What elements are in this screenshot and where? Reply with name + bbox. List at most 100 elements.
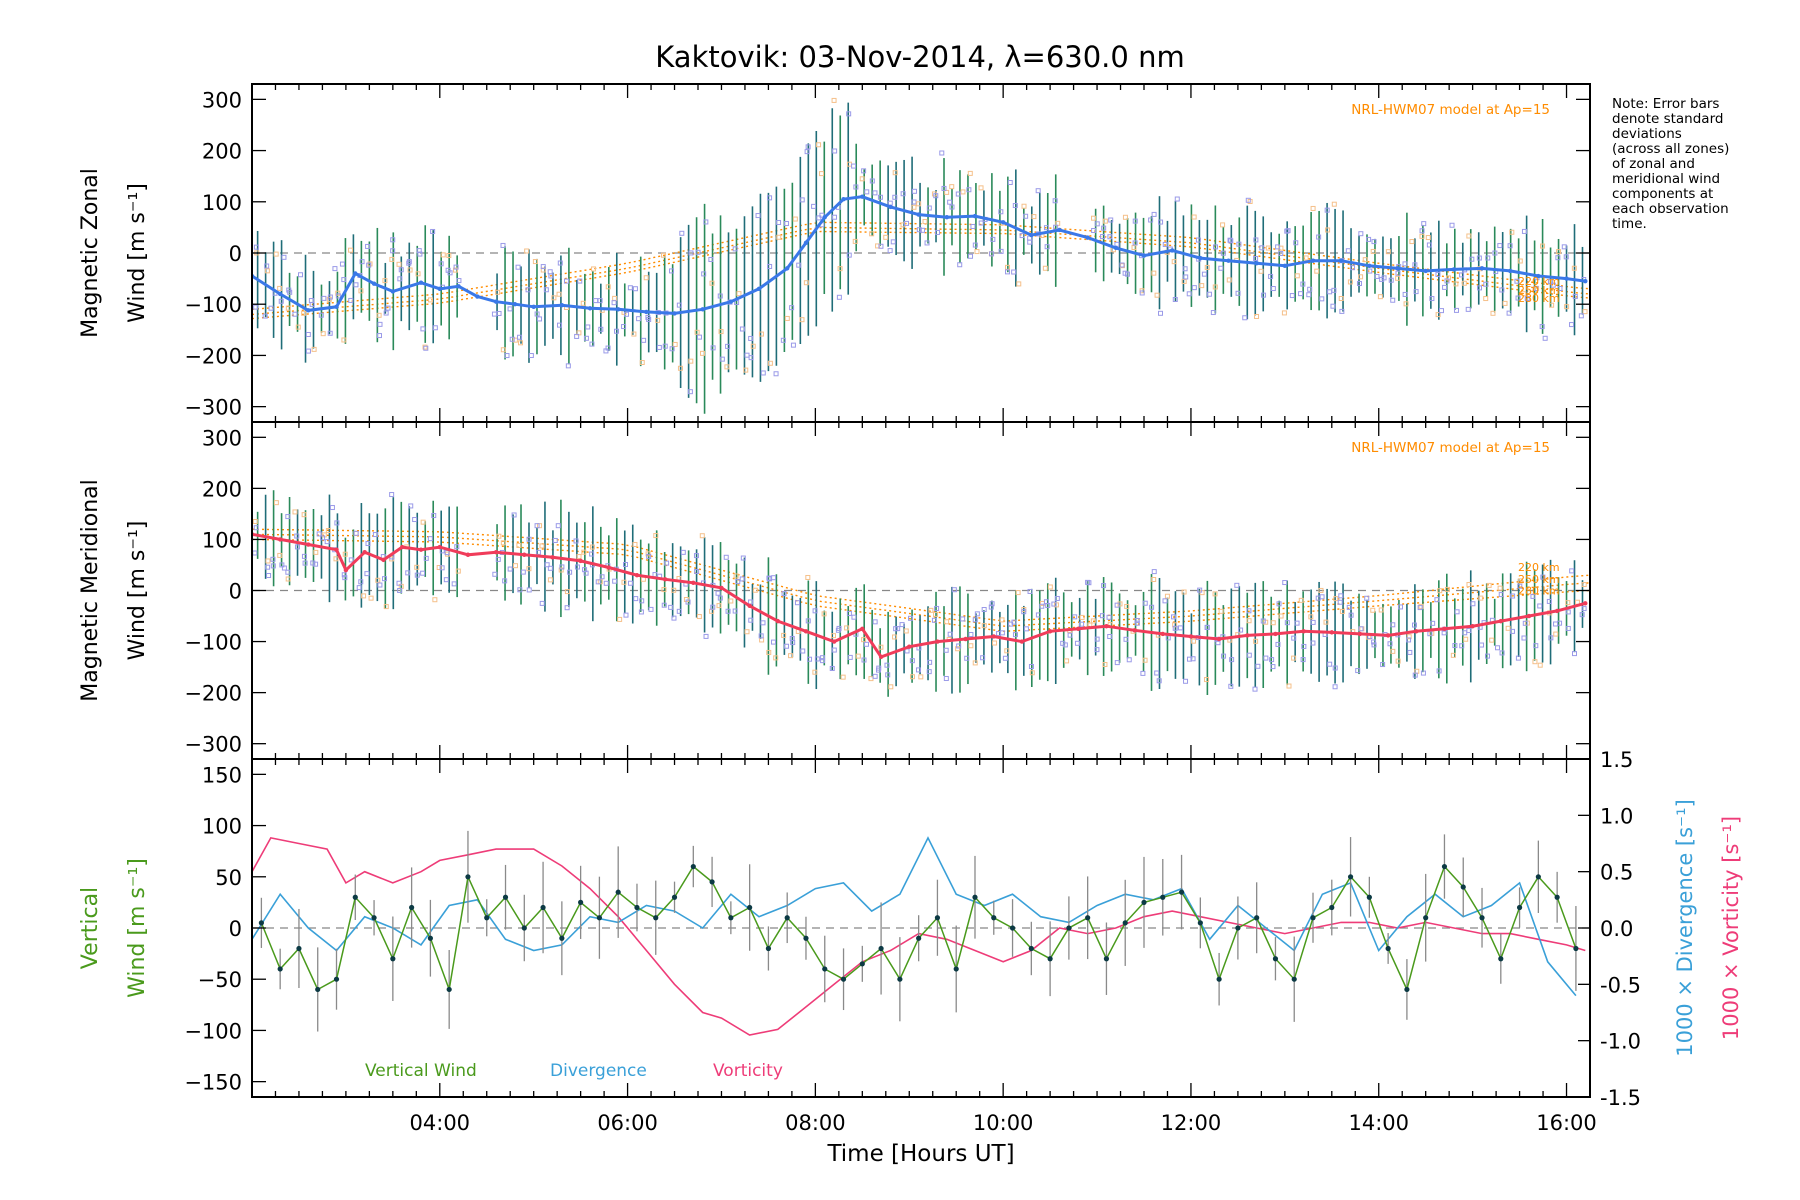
note-line: time.	[1612, 216, 1647, 232]
zone-point	[1004, 648, 1010, 654]
zone-point	[988, 604, 994, 610]
zone-point	[964, 655, 970, 661]
zone-point	[970, 223, 976, 229]
zone-point	[1537, 662, 1543, 668]
zone-point	[835, 627, 841, 633]
zone-point	[518, 340, 524, 346]
zone-point	[270, 563, 276, 569]
zone-point	[687, 389, 693, 395]
zone-point	[1094, 647, 1100, 653]
zone-point	[286, 287, 292, 293]
zone-point	[1162, 241, 1168, 247]
vertical-wind-point	[991, 915, 997, 921]
zone-point	[718, 329, 724, 335]
zone-point	[1268, 273, 1274, 279]
zone-point	[694, 329, 700, 335]
zone-point	[528, 353, 534, 359]
zone-point	[1454, 609, 1460, 615]
mean-wind-point	[1442, 626, 1447, 631]
zone-point	[760, 620, 766, 626]
zone-point	[1132, 240, 1138, 246]
zone-point	[740, 555, 746, 561]
y-axis-tick-label: 0	[229, 242, 242, 266]
mean-wind-point	[728, 299, 734, 304]
zone-point	[911, 199, 917, 205]
zone-point	[364, 571, 370, 577]
zone-point	[1548, 635, 1554, 641]
mean-wind-point	[456, 284, 461, 289]
zone-point	[500, 242, 506, 248]
mean-wind-point	[1301, 629, 1306, 634]
zone-point	[285, 305, 291, 311]
zone-point	[980, 655, 986, 661]
zone-point	[1506, 310, 1512, 316]
zone-point	[941, 185, 947, 191]
zone-point	[760, 370, 766, 376]
zone-point	[710, 345, 716, 351]
mean-wind-point	[277, 291, 283, 297]
zone-point	[1547, 279, 1553, 285]
zone-point	[1079, 614, 1085, 620]
vertical-wind-point	[1235, 925, 1241, 931]
zone-point	[327, 294, 333, 300]
zone-point	[735, 579, 741, 585]
zone-point	[1140, 670, 1146, 676]
zone-point	[1052, 198, 1058, 204]
mean-wind-point	[775, 618, 781, 624]
zone-point	[1246, 618, 1252, 624]
zone-point	[1054, 595, 1060, 601]
vertical-wind-point	[333, 976, 340, 982]
zone-point	[1171, 259, 1177, 265]
zone-point	[1191, 638, 1197, 644]
mean-wind-point	[531, 304, 536, 309]
zone-point	[305, 331, 311, 337]
y-axis-tick-label: −300	[184, 396, 242, 420]
mean-wind-point	[306, 542, 311, 547]
zone-point	[1021, 203, 1027, 209]
zone-point	[1489, 637, 1495, 643]
zone-point	[876, 665, 882, 671]
zone-point	[1442, 284, 1448, 290]
zone-point	[1521, 291, 1527, 297]
zone-point	[951, 587, 957, 593]
zone-point	[1308, 614, 1314, 620]
zone-point	[853, 184, 859, 190]
zone-point	[956, 643, 962, 649]
zone-point	[1174, 196, 1180, 202]
zone-point	[525, 287, 531, 293]
zone-point	[1289, 293, 1295, 299]
zone-point	[783, 221, 789, 227]
zone-point	[1379, 276, 1385, 282]
zone-point	[1571, 265, 1577, 271]
zone-point	[934, 605, 940, 611]
y-axis-label-line2: Wind [m s⁻¹]	[125, 521, 150, 661]
zone-point	[1367, 268, 1373, 274]
zone-point	[1483, 281, 1489, 287]
zone-point	[1522, 620, 1528, 626]
zone-point	[1134, 620, 1140, 626]
mean-wind-point	[1329, 630, 1334, 635]
zone-point	[1581, 606, 1587, 612]
zone-point	[661, 602, 667, 608]
zone-point	[396, 580, 402, 586]
zone-point	[438, 261, 444, 267]
zone-point	[1429, 296, 1435, 302]
mean-wind-point	[888, 204, 893, 210]
zone-point	[655, 317, 661, 323]
zone-point	[1011, 269, 1017, 275]
zone-point	[846, 252, 852, 258]
zone-point	[285, 569, 291, 575]
zone-point	[661, 252, 667, 258]
zone-point	[621, 324, 627, 330]
zone-point	[1345, 248, 1351, 254]
model-altitude-label: 250 km	[1518, 284, 1560, 297]
zone-point	[1387, 641, 1393, 647]
zone-point	[266, 573, 272, 579]
zone-point	[1327, 661, 1333, 667]
zone-point	[507, 306, 513, 312]
zone-point	[1091, 227, 1097, 233]
mean-wind-point	[400, 544, 405, 550]
mean-wind-point	[1395, 266, 1400, 271]
zone-point	[699, 533, 705, 539]
vertical-wind-point	[728, 915, 734, 921]
